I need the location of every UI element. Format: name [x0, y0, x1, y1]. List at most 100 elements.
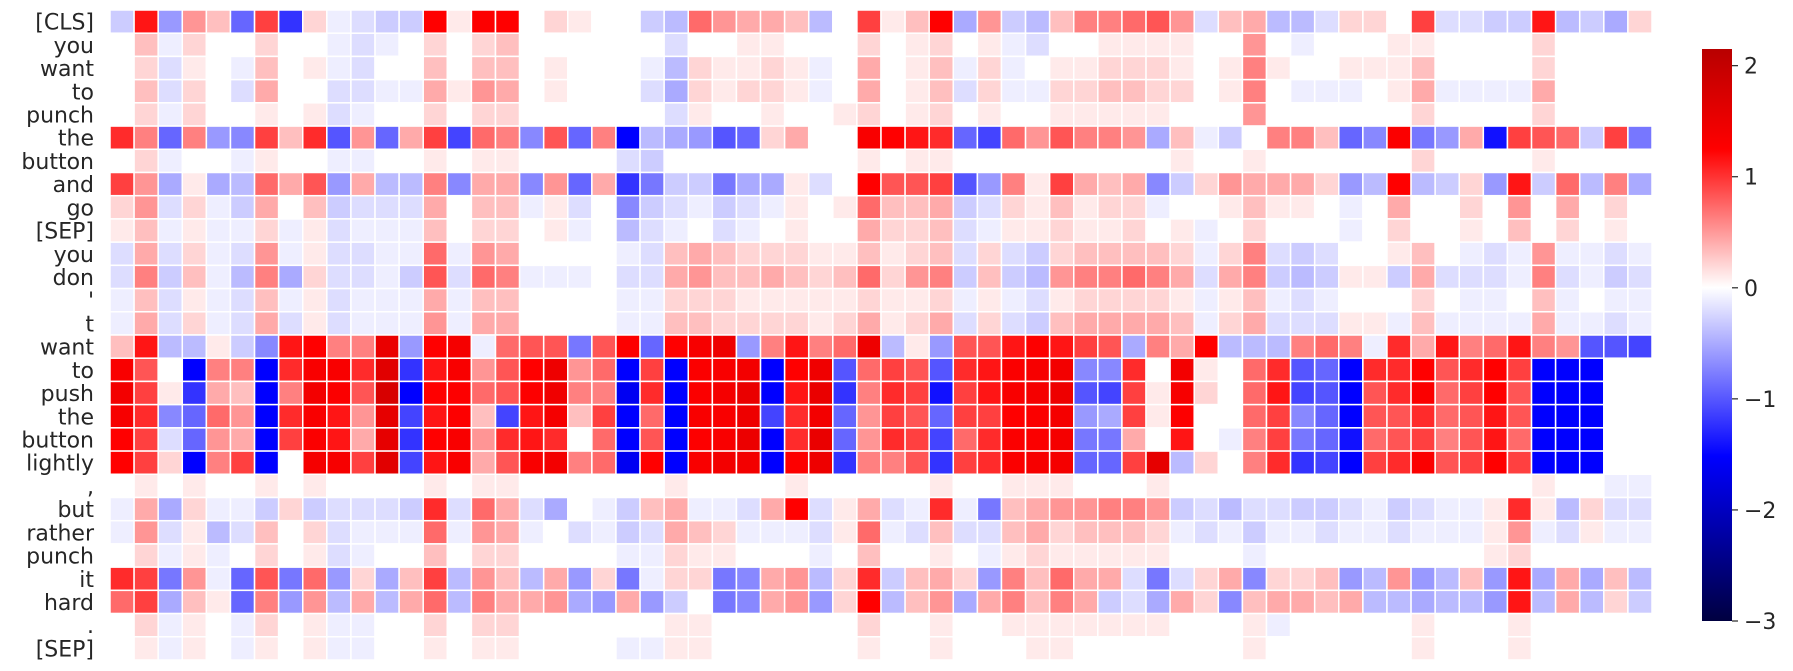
heatmap-cell [591, 450, 617, 476]
heatmap-cell [398, 287, 424, 313]
heatmap-cell [1193, 519, 1220, 545]
heatmap-cell [807, 589, 834, 615]
heatmap-cell [350, 589, 376, 615]
heatmap-cell [591, 380, 617, 406]
heatmap-cell [422, 287, 449, 313]
heatmap-cell [542, 566, 569, 592]
heatmap-cell [1578, 264, 1605, 290]
heatmap-cell [880, 450, 906, 476]
heatmap-cell [615, 334, 641, 359]
heatmap-cell [1386, 102, 1412, 127]
heatmap-cell [639, 55, 665, 81]
heatmap-cell [976, 9, 1003, 34]
heatmap-cell [1627, 450, 1653, 476]
heatmap-cell [1603, 241, 1629, 267]
heatmap-cell [1554, 78, 1581, 104]
heatmap-cell [567, 125, 593, 151]
heatmap-cell [1145, 125, 1171, 151]
heatmap-cell [976, 357, 1003, 383]
heatmap-cell [1313, 171, 1340, 197]
heatmap-cell [277, 264, 304, 290]
heatmap-cell [1578, 78, 1605, 104]
heatmap-cell [591, 218, 617, 243]
heatmap-cell [1048, 287, 1075, 313]
heatmap-cell [446, 636, 473, 661]
heatmap-cell [1458, 55, 1485, 81]
heatmap-cell [976, 380, 1003, 406]
heatmap-cell [157, 9, 184, 34]
heatmap-cell [1073, 287, 1099, 313]
heatmap-cell [109, 78, 135, 104]
heatmap-cell [1121, 218, 1147, 243]
heatmap-cell [470, 357, 497, 383]
heatmap-cell [1603, 403, 1629, 429]
heatmap-cell [1289, 171, 1316, 197]
heatmap-cell [1048, 427, 1075, 452]
heatmap-cell [302, 450, 328, 476]
heatmap-cell [904, 287, 930, 313]
heatmap-cell [1482, 612, 1509, 638]
heatmap-cell [1554, 148, 1581, 174]
heatmap-cell [470, 473, 497, 499]
heatmap-cell [735, 612, 762, 638]
heatmap-cell [374, 194, 400, 220]
heatmap-cell [1362, 427, 1388, 452]
heatmap-cell [807, 125, 834, 151]
heatmap-cell [1603, 450, 1629, 476]
heatmap-cell [1000, 102, 1027, 127]
heatmap-cell [253, 148, 280, 174]
heatmap-cell [1578, 496, 1605, 522]
heatmap-cell [205, 636, 232, 661]
heatmap-cell [205, 264, 232, 290]
heatmap-cell [1458, 334, 1485, 359]
heatmap-cell [1048, 148, 1075, 174]
heatmap-cell [109, 519, 135, 545]
heatmap-cell [205, 32, 232, 58]
heatmap-cell [1338, 9, 1364, 34]
heatmap-cell [591, 264, 617, 290]
heatmap-cell [1506, 334, 1533, 359]
row-label: button [21, 150, 94, 175]
heatmap-cell [1097, 403, 1123, 429]
heatmap-cell [1410, 102, 1436, 127]
heatmap-cell [518, 125, 545, 151]
heatmap-cell [1048, 9, 1075, 34]
heatmap-cell [1121, 380, 1147, 406]
heatmap-cell [1217, 241, 1244, 267]
heatmap-cell [1193, 148, 1220, 174]
heatmap-cell [1506, 589, 1533, 615]
heatmap-cell [735, 334, 762, 359]
heatmap-cell [759, 403, 786, 429]
heatmap-cell [1289, 496, 1316, 522]
heatmap-cell [326, 218, 352, 243]
heatmap-cell [976, 311, 1003, 336]
heatmap-cell [663, 32, 689, 58]
heatmap-cell [470, 194, 497, 220]
heatmap-cell [880, 55, 906, 81]
heatmap-cell [639, 171, 665, 197]
heatmap-cell [109, 102, 135, 127]
heatmap-cell [302, 32, 328, 58]
heatmap-cell [181, 566, 208, 592]
heatmap-cell [1241, 566, 1268, 592]
heatmap-cell [1506, 194, 1533, 220]
heatmap-cell [542, 32, 569, 58]
heatmap-cell [663, 78, 689, 104]
heatmap-cell [133, 636, 159, 661]
heatmap-cell [783, 403, 810, 429]
heatmap-cell [518, 218, 545, 243]
heatmap-cell [277, 519, 304, 545]
heatmap-cell [1024, 78, 1051, 104]
heatmap-cell [1145, 380, 1171, 406]
heatmap-cell [687, 636, 714, 661]
heatmap-cell [446, 264, 473, 290]
heatmap-cell [1313, 519, 1340, 545]
heatmap-cell [1145, 496, 1171, 522]
heatmap-cell [302, 55, 328, 81]
heatmap-cell [542, 171, 569, 197]
heatmap-cell [1530, 78, 1557, 104]
heatmap-cell [374, 102, 400, 127]
heatmap-cell [1482, 102, 1509, 127]
heatmap-cell [1458, 311, 1485, 336]
heatmap-cell [1434, 334, 1461, 359]
